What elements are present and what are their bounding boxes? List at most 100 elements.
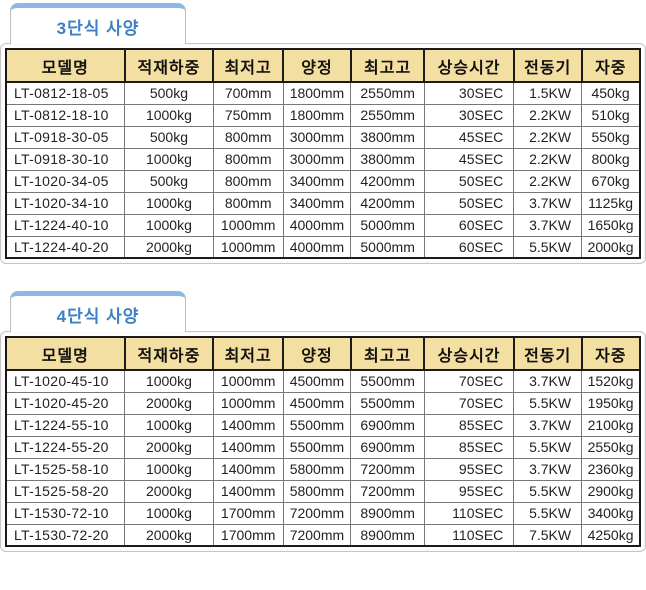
cell: 5.5KW: [513, 391, 583, 415]
cell: 5.5KW: [513, 501, 583, 525]
cell: 450kg: [581, 81, 641, 105]
cell: LT-1530-72-20: [5, 523, 126, 547]
cell: 500kg: [124, 81, 214, 105]
cell: 6900mm: [350, 413, 425, 437]
cell: LT-1224-40-20: [5, 235, 126, 259]
cell: 95SEC: [423, 479, 515, 503]
cell: 5000mm: [350, 235, 425, 259]
cell: 60SEC: [423, 235, 515, 259]
table-row: LT-1020-34-05 500kg 800mm 3400mm 4200mm 50SEC…: [5, 169, 641, 193]
cell: 2.2KW: [513, 169, 583, 193]
col-header-self-weight: 자중: [580, 48, 642, 83]
cell: 7200mm: [350, 479, 425, 503]
cell: 1125kg: [581, 191, 641, 215]
tab-4stage-spec[interactable]: 4단식 사양: [10, 291, 186, 332]
table-row: LT-1020-45-20 2000kg 1000mm 4500mm 5500mm 70S…: [5, 391, 641, 415]
cell: 800mm: [212, 147, 284, 171]
col-header-motor: 전동기: [512, 336, 583, 371]
tab-3stage-label: 3단식 사양: [56, 18, 140, 38]
spec-section-3stage: 3단식 사양 모델명 적재하중 최저고 양정 최고고 상승시간 전동기 자중: [0, 0, 646, 264]
table-row: LT-0812-18-10 1000kg 750mm 1800mm 2550mm 30SE…: [5, 103, 641, 127]
cell: 4500mm: [282, 391, 352, 415]
cell: 670kg: [581, 169, 641, 193]
cell: 510kg: [581, 103, 641, 127]
cell: LT-1020-45-10: [5, 369, 126, 393]
table-row: LT-0918-30-05 500kg 800mm 3000mm 3800mm 45SEC…: [5, 125, 641, 149]
cell: 2000kg: [124, 435, 214, 459]
cell: 50SEC: [423, 191, 515, 215]
cell: 3000mm: [282, 147, 352, 171]
cell: 3400mm: [282, 191, 352, 215]
cell: 1520kg: [581, 369, 641, 393]
cell: 1800mm: [282, 103, 352, 127]
cell: 5500mm: [350, 369, 425, 393]
cell: 1000mm: [212, 369, 284, 393]
cell: 1000mm: [212, 213, 284, 237]
cell: 2000kg: [124, 235, 214, 259]
cell: 6900mm: [350, 435, 425, 459]
cell: 2360kg: [581, 457, 641, 481]
cell: LT-1224-55-10: [5, 413, 126, 437]
cell: 3.7KW: [513, 369, 583, 393]
cell: 1.5KW: [513, 81, 583, 105]
cell: 110SEC: [423, 501, 515, 525]
table-row: LT-1020-34-10 1000kg 800mm 3400mm 4200mm 50SE…: [5, 191, 641, 215]
tab-3stage-spec[interactable]: 3단식 사양: [10, 3, 186, 44]
tab-4stage-label: 4단식 사양: [56, 306, 140, 326]
table-row: LT-1525-58-20 2000kg 1400mm 5800mm 7200mm 95S…: [5, 479, 641, 503]
cell: 1400mm: [212, 413, 284, 437]
cell: 3800mm: [350, 125, 425, 149]
cell: 1400mm: [212, 457, 284, 481]
cell: 60SEC: [423, 213, 515, 237]
col-header-lift: 양정: [282, 48, 352, 83]
cell: LT-1020-34-05: [5, 169, 126, 193]
cell: 4000mm: [282, 235, 352, 259]
cell: 70SEC: [423, 369, 515, 393]
spec-section-4stage: 4단식 사양 모델명 적재하중 최저고 양정 최고고 상승시간 전동기 자중: [0, 291, 646, 552]
cell: 1650kg: [581, 213, 641, 237]
cell: LT-0812-18-05: [5, 81, 126, 105]
cell: LT-1224-40-10: [5, 213, 126, 237]
cell: 1400mm: [212, 479, 284, 503]
cell: LT-1020-45-20: [5, 391, 126, 415]
cell: 3400kg: [581, 501, 641, 525]
cell: 500kg: [124, 169, 214, 193]
spec-table-body-4stage: LT-1020-45-10 1000kg 1000mm 4500mm 5500mm 70S…: [5, 369, 641, 547]
cell: 1800mm: [282, 81, 352, 105]
col-header-motor: 전동기: [512, 48, 583, 83]
table-row: LT-1530-72-20 2000kg 1700mm 7200mm 8900mm 110…: [5, 523, 641, 547]
spec-table-body-3stage: LT-0812-18-05 500kg 700mm 1800mm 2550mm 30SEC…: [5, 81, 641, 259]
col-header-load: 적재하중: [123, 48, 215, 83]
col-header-lift: 양정: [282, 336, 352, 371]
cell: 50SEC: [423, 169, 515, 193]
cell: 750mm: [212, 103, 284, 127]
col-header-model: 모델명: [5, 48, 126, 83]
cell: 2550mm: [350, 103, 425, 127]
cell: 800mm: [212, 125, 284, 149]
cell: 3800mm: [350, 147, 425, 171]
cell: 4000mm: [282, 213, 352, 237]
cell: 85SEC: [423, 435, 515, 459]
cell: 7200mm: [282, 501, 352, 525]
cell: 2550kg: [581, 435, 641, 459]
cell: 7200mm: [350, 457, 425, 481]
col-header-min-height: 최저고: [212, 48, 285, 83]
cell: 1000mm: [212, 235, 284, 259]
cell: 4200mm: [350, 169, 425, 193]
cell: 5800mm: [282, 457, 352, 481]
cell: 8900mm: [350, 501, 425, 525]
header-row: 모델명 적재하중 최저고 양정 최고고 상승시간 전동기 자중: [5, 336, 642, 371]
spec-panel-3stage: 모델명 적재하중 최저고 양정 최고고 상승시간 전동기 자중 LT-0812-…: [0, 43, 646, 264]
cell: 30SEC: [423, 81, 515, 105]
cell: 1950kg: [581, 391, 641, 415]
col-header-min-height: 최저고: [212, 336, 285, 371]
cell: 4500mm: [282, 369, 352, 393]
cell: 1700mm: [212, 501, 284, 525]
table-row: LT-0812-18-05 500kg 700mm 1800mm 2550mm 30SEC…: [5, 81, 641, 105]
cell: 800mm: [212, 169, 284, 193]
cell: 3000mm: [282, 125, 352, 149]
cell: 7200mm: [282, 523, 352, 547]
cell: 5.5KW: [513, 235, 583, 259]
cell: 85SEC: [423, 413, 515, 437]
cell: 1700mm: [212, 523, 284, 547]
